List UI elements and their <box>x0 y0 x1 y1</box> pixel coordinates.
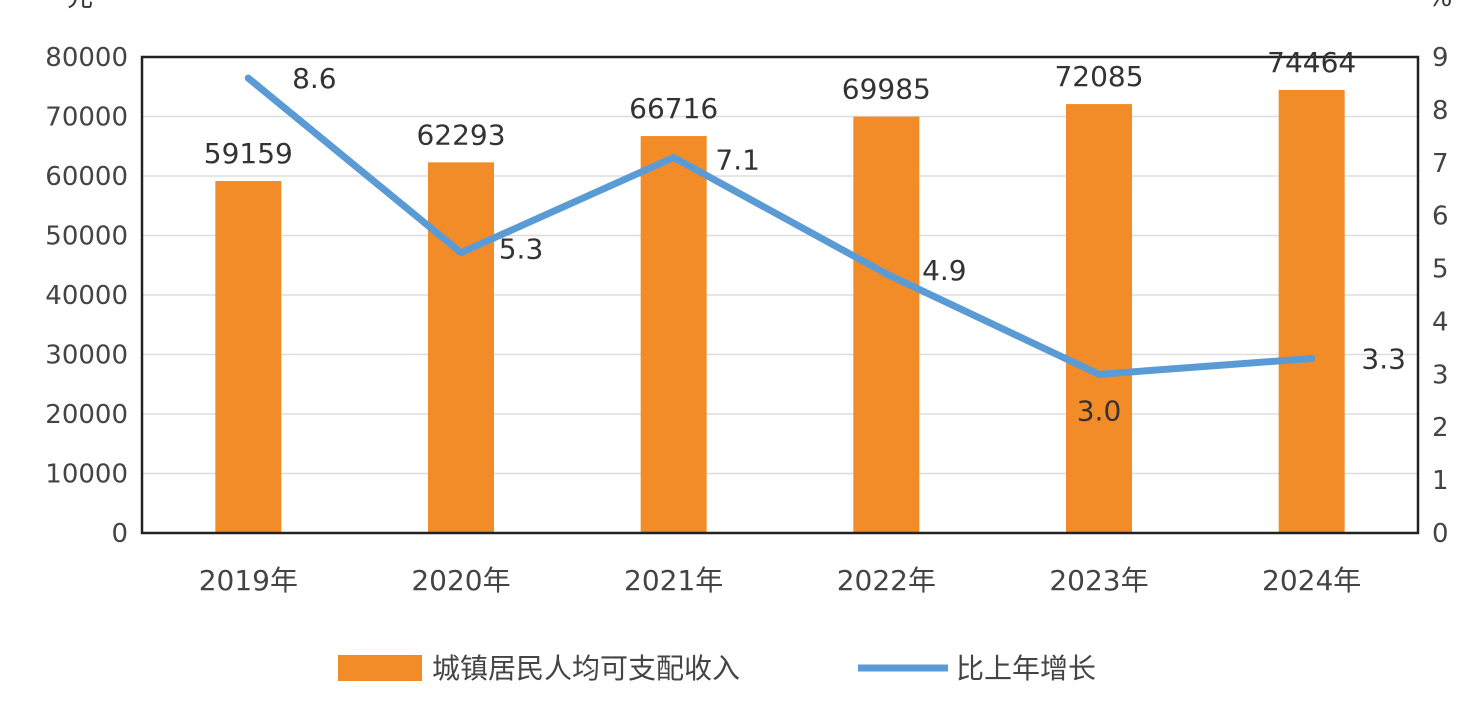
growth-line <box>244 74 1316 378</box>
plot-frame <box>140 55 1420 535</box>
bar-value-label: 59159 <box>204 137 293 170</box>
legend-bar-label: 城镇居民人均可支配收入 <box>432 652 740 685</box>
left-tick-label: 40000 <box>45 281 128 311</box>
line-series <box>244 74 1316 378</box>
line-point <box>1308 354 1316 362</box>
bar <box>1066 104 1132 534</box>
right-tick-label: 4 <box>1432 307 1449 337</box>
x-tick-label: 2020年 <box>411 564 510 597</box>
bar <box>853 116 920 534</box>
x-tick-label: 2021年 <box>624 564 723 597</box>
legend: 城镇居民人均可支配收入 比上年增长 <box>338 652 1096 685</box>
bar-value-label: 74464 <box>1267 46 1356 79</box>
right-tick-label: 8 <box>1432 96 1449 126</box>
legend-bar-swatch <box>338 655 422 681</box>
left-tick-label: 60000 <box>45 162 128 192</box>
data-labels: 59159 62293 66716 69985 72085 74464 8.6 5.3 7.1 4… <box>204 46 1406 427</box>
line-point <box>1095 370 1103 378</box>
x-tick-label: 2024年 <box>1262 564 1361 597</box>
x-tick-label: 2022年 <box>837 564 936 597</box>
axes: 元 % 0 10000 20000 30000 40000 50000 60000 70000… <box>45 0 1452 597</box>
line-value-label: 4.9 <box>922 254 967 287</box>
left-tick-label: 30000 <box>45 341 128 371</box>
right-tick-label: 2 <box>1432 413 1449 443</box>
left-tick-label: 70000 <box>45 103 128 133</box>
left-axis-unit: 元 <box>67 0 93 13</box>
line-point <box>244 74 252 82</box>
line-point <box>670 153 678 161</box>
right-tick-label: 1 <box>1432 466 1449 496</box>
bar-series <box>215 89 1345 534</box>
line-point <box>882 270 890 278</box>
right-tick-label: 6 <box>1432 202 1449 232</box>
grid-lines <box>142 115 1418 475</box>
legend-line-label: 比上年增长 <box>956 652 1096 685</box>
bar-value-label: 66716 <box>629 92 718 125</box>
bar-value-label: 69985 <box>842 73 931 106</box>
right-tick-label: 5 <box>1432 255 1449 285</box>
bar <box>215 181 282 533</box>
line-value-label: 3.3 <box>1361 342 1406 375</box>
line-value-label: 8.6 <box>292 62 337 95</box>
x-tick-label: 2023年 <box>1049 564 1148 597</box>
line-point <box>457 249 465 257</box>
left-tick-label: 0 <box>111 519 128 549</box>
right-tick-label: 7 <box>1432 149 1449 179</box>
bar <box>1278 89 1345 533</box>
line-value-label: 5.3 <box>499 233 544 266</box>
right-tick-label: 3 <box>1432 360 1449 390</box>
right-axis-unit: % <box>1428 0 1453 13</box>
line-value-label: 7.1 <box>715 143 760 176</box>
left-tick-label: 20000 <box>45 400 128 430</box>
left-tick-label: 10000 <box>45 460 128 490</box>
bar-value-label: 72085 <box>1054 60 1143 93</box>
line-value-label: 3.0 <box>1077 394 1122 427</box>
right-tick-label: 0 <box>1432 519 1449 549</box>
bar-value-label: 62293 <box>416 118 505 151</box>
bar <box>640 136 707 533</box>
left-tick-label: 80000 <box>45 43 128 73</box>
right-tick-label: 9 <box>1432 43 1449 73</box>
x-tick-label: 2019年 <box>199 564 298 597</box>
left-tick-label: 50000 <box>45 222 128 252</box>
bar <box>428 162 494 534</box>
